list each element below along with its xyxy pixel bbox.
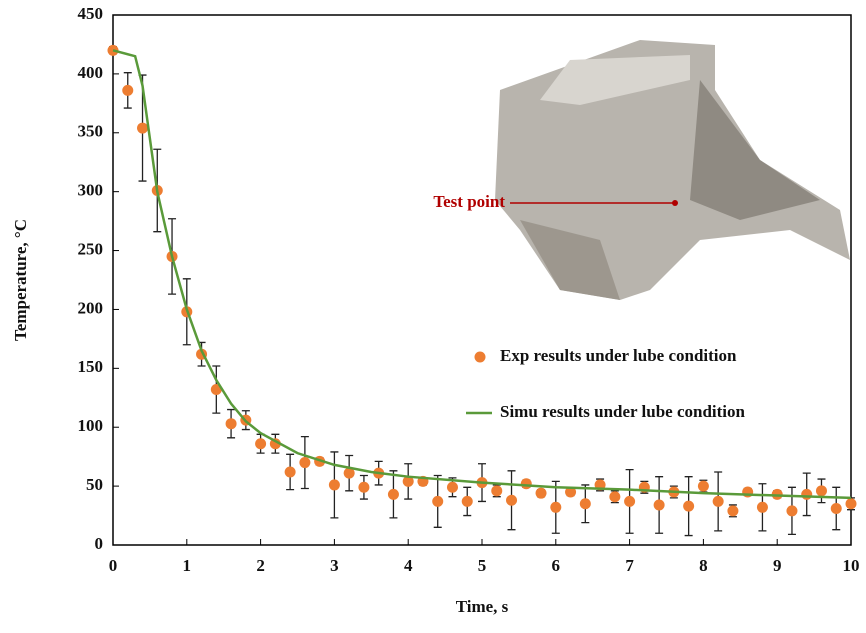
x-tick-label: 7 [625, 556, 634, 575]
y-tick-label: 0 [95, 534, 104, 553]
part-ridge [540, 55, 690, 105]
x-tick-label: 10 [843, 556, 860, 575]
exp-point [697, 480, 709, 492]
exp-point [609, 491, 621, 503]
exp-point [122, 84, 134, 96]
x-tick-label: 9 [773, 556, 782, 575]
exp-point [461, 495, 473, 507]
x-tick-label: 0 [109, 556, 118, 575]
exp-point [535, 487, 547, 499]
legend-label: Exp results under lube condition [500, 346, 737, 365]
part-wall-left [520, 220, 620, 300]
exp-point [683, 500, 695, 512]
y-tick-label: 350 [78, 122, 104, 141]
x-tick-label: 8 [699, 556, 708, 575]
exp-point [255, 438, 267, 450]
x-axis-label: Time, s [456, 597, 509, 616]
exp-point [328, 479, 340, 491]
exp-point [299, 457, 311, 469]
exp-point [402, 475, 414, 487]
y-tick-label: 100 [78, 416, 104, 435]
exp-point [225, 418, 237, 430]
y-tick-label: 250 [78, 239, 104, 258]
exp-point [727, 505, 739, 517]
y-tick-label: 400 [78, 63, 104, 82]
exp-point [137, 122, 149, 134]
exp-point [565, 486, 577, 498]
exp-point [520, 478, 532, 490]
exp-point [446, 481, 458, 493]
exp-point [653, 499, 665, 511]
exp-point [343, 467, 355, 479]
inset-photo: Test point [433, 30, 850, 310]
x-tick-label: 5 [478, 556, 487, 575]
exp-point [756, 501, 768, 513]
exp-point [830, 502, 842, 514]
exp-point [786, 505, 798, 517]
x-tick-label: 2 [256, 556, 265, 575]
exp-point [712, 495, 724, 507]
annotation-dot [672, 200, 678, 206]
exp-point [815, 485, 827, 497]
y-axis-label: Temperature, °C [11, 219, 30, 341]
part-body [495, 40, 850, 300]
legend-label: Simu results under lube condition [500, 402, 746, 421]
part-wall [690, 80, 820, 220]
simu-line [112, 49, 852, 500]
exp-point [624, 495, 636, 507]
x-tick-label: 1 [183, 556, 192, 575]
exp-point [358, 481, 370, 493]
exp-point [801, 488, 813, 500]
x-tick-label: 4 [404, 556, 413, 575]
legend-marker [474, 351, 486, 363]
x-tick-label: 6 [552, 556, 561, 575]
annotation: Test point [433, 192, 505, 211]
exp-point [284, 466, 296, 478]
exp-point [506, 494, 518, 506]
y-tick-label: 450 [78, 4, 104, 23]
exp-point [550, 501, 562, 513]
exp-point [432, 495, 444, 507]
x-tick-label: 3 [330, 556, 339, 575]
y-tick-label: 200 [78, 298, 104, 317]
exp-point [491, 485, 503, 497]
y-tick-label: 50 [86, 475, 103, 494]
y-tick-label: 300 [78, 181, 104, 200]
exp-point [387, 488, 399, 500]
y-tick-label: 150 [78, 357, 104, 376]
exp-point [579, 498, 591, 510]
exp-point [845, 498, 857, 510]
